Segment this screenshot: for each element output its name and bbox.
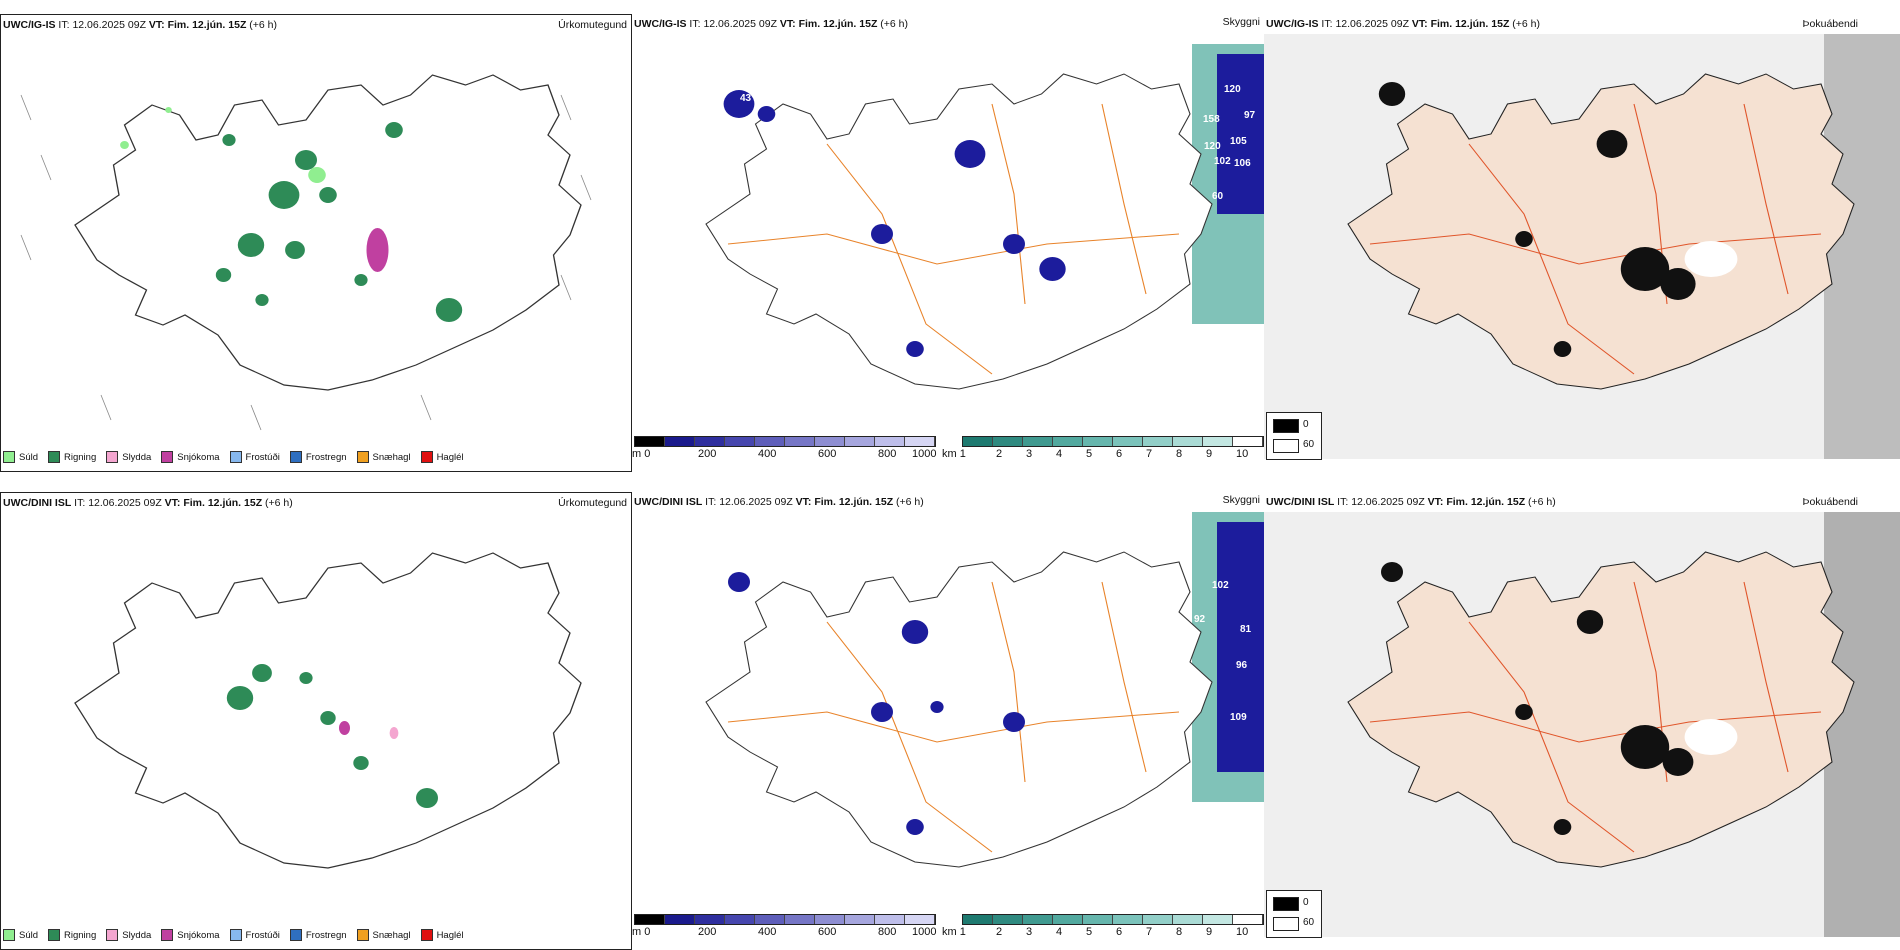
panel-title: UWC/DINI ISL IT: 12.06.2025 09Z VT: Fim.… xyxy=(1266,496,1556,508)
legend-item: Frostregn xyxy=(289,929,347,941)
legend-item: Rigning xyxy=(48,451,96,463)
fog-map xyxy=(1264,512,1900,937)
panel-title: UWC/DINI ISL IT: 12.06.2025 09Z VT: Fim.… xyxy=(3,497,293,509)
legend-item: Snjókoma xyxy=(161,929,220,941)
precip-map xyxy=(20,74,592,431)
product-name: Skyggni xyxy=(1222,16,1260,28)
visibility-label: 90 xyxy=(872,734,884,745)
precip-type-panel-2: UWC/DINI ISL IT: 12.06.2025 09Z VT: Fim.… xyxy=(0,492,632,950)
visibility-label: 58 xyxy=(932,874,944,885)
height-ticks: m 0 200 400 600 800 1000 xyxy=(632,448,937,460)
visibility-label: 90 xyxy=(904,259,916,270)
visibility-label: 109 xyxy=(1230,712,1247,723)
legend-item: Snæhagl xyxy=(356,451,411,463)
visibility-label: 102 xyxy=(1214,156,1231,167)
visibility-label: 43 xyxy=(740,93,752,104)
legend-item: Súld xyxy=(3,451,38,463)
visibility-label: 85 xyxy=(937,729,949,740)
legend-item: Frostúði xyxy=(229,929,280,941)
visibility-label: 85 xyxy=(867,259,879,270)
height-colorbar xyxy=(634,914,936,925)
fog-panel-2: UWC/DINI ISL IT: 12.06.2025 09Z VT: Fim.… xyxy=(1264,492,1900,950)
visibility-label: 60 xyxy=(800,326,812,337)
visibility-label: 92 xyxy=(1194,614,1206,625)
visibility-label: 105 xyxy=(1230,136,1247,147)
visibility-panel-1: UWC/IG-IS IT: 12.06.2025 09Z VT: Fim. 12… xyxy=(632,14,1264,472)
precip-map xyxy=(74,552,582,869)
fog-legend: 0 60 xyxy=(1266,412,1322,460)
legend-item: Haglél xyxy=(420,451,464,463)
product-name: Þokuábendi xyxy=(1802,496,1858,508)
product-name: Úrkomutegund xyxy=(558,19,627,31)
visibility-label: 120 xyxy=(1204,141,1221,152)
panel-title: UWC/DINI ISL IT: 12.06.2025 09Z VT: Fim.… xyxy=(634,496,924,508)
visibility-label: 64 xyxy=(1004,289,1016,300)
panel-title: UWC/IG-IS IT: 12.06.2025 09Z VT: Fim. 12… xyxy=(634,18,909,30)
panel-title: UWC/IG-IS IT: 12.06.2025 09Z VT: Fim. 12… xyxy=(3,19,278,31)
visibility-label: 30 xyxy=(702,256,714,267)
product-name: Þokuábendi xyxy=(1802,18,1858,30)
legend-item: Rigning xyxy=(48,929,96,941)
visibility-ticks: km 1 2 3 4 5 6 7 8 9 10 xyxy=(942,448,1249,460)
fog-panel-1: UWC/IG-IS IT: 12.06.2025 09Z VT: Fim. 12… xyxy=(1264,14,1900,472)
precip-type-panel-1: UWC/IG-IS IT: 12.06.2025 09Z VT: Fim. 12… xyxy=(0,14,632,472)
legend-item: Slydda xyxy=(106,929,151,941)
visibility-label: 158 xyxy=(1203,114,1220,125)
legend-item: Slydda xyxy=(106,451,151,463)
height-ticks: m 0 200 400 600 800 1000 xyxy=(632,926,937,938)
legend-item: Súld xyxy=(3,929,38,941)
height-colorbar xyxy=(634,436,936,447)
visibility-colorbar xyxy=(962,436,1264,447)
visibility-label: 102 xyxy=(1212,580,1229,591)
visibility-label: 97 xyxy=(1244,110,1256,121)
visibility-ticks: km 1 2 3 4 5 6 7 8 9 10 xyxy=(942,926,1249,938)
visibility-label: 70 xyxy=(920,662,932,673)
visibility-label: 57 xyxy=(1042,349,1054,360)
product-name: Skyggni xyxy=(1222,494,1260,506)
visibility-panel-2: UWC/DINI ISL IT: 12.06.2025 09Z VT: Fim.… xyxy=(632,492,1264,950)
precip-type-legend: Súld Rigning Slydda Snjókoma Frostúði Fr… xyxy=(3,929,464,941)
visibility-label: 96 xyxy=(1236,660,1248,671)
panel-title: UWC/IG-IS IT: 12.06.2025 09Z VT: Fim. 12… xyxy=(1266,18,1541,30)
legend-item: Frostregn xyxy=(289,451,347,463)
legend-item: Snjókoma xyxy=(161,451,220,463)
product-name: Úrkomutegund xyxy=(558,497,627,509)
visibility-label: 58 xyxy=(932,398,944,409)
fog-legend: 0 60 xyxy=(1266,890,1322,938)
visibility-label: 120 xyxy=(1224,84,1241,95)
visibility-label: 106 xyxy=(1234,158,1251,169)
visibility-map: 120 97 158 105 120 102 106 60 43 85 90 6… xyxy=(702,44,1264,409)
visibility-label: 89 xyxy=(1010,738,1022,749)
visibility-colorbar xyxy=(962,914,1264,925)
precip-type-legend: Súld Rigning Slydda Snjókoma Frostúði Fr… xyxy=(3,451,464,463)
visibility-label: 60 xyxy=(1212,191,1224,202)
visibility-label: 119 xyxy=(1004,758,1021,769)
visibility-label: 81 xyxy=(1240,624,1252,635)
fog-map xyxy=(1264,34,1900,459)
legend-item: Frostúði xyxy=(229,451,280,463)
legend-item: Haglél xyxy=(420,929,464,941)
legend-item: Snæhagl xyxy=(356,929,411,941)
visibility-map: 102 92 81 96 109 70 90 85 89 119 58 xyxy=(705,512,1264,885)
